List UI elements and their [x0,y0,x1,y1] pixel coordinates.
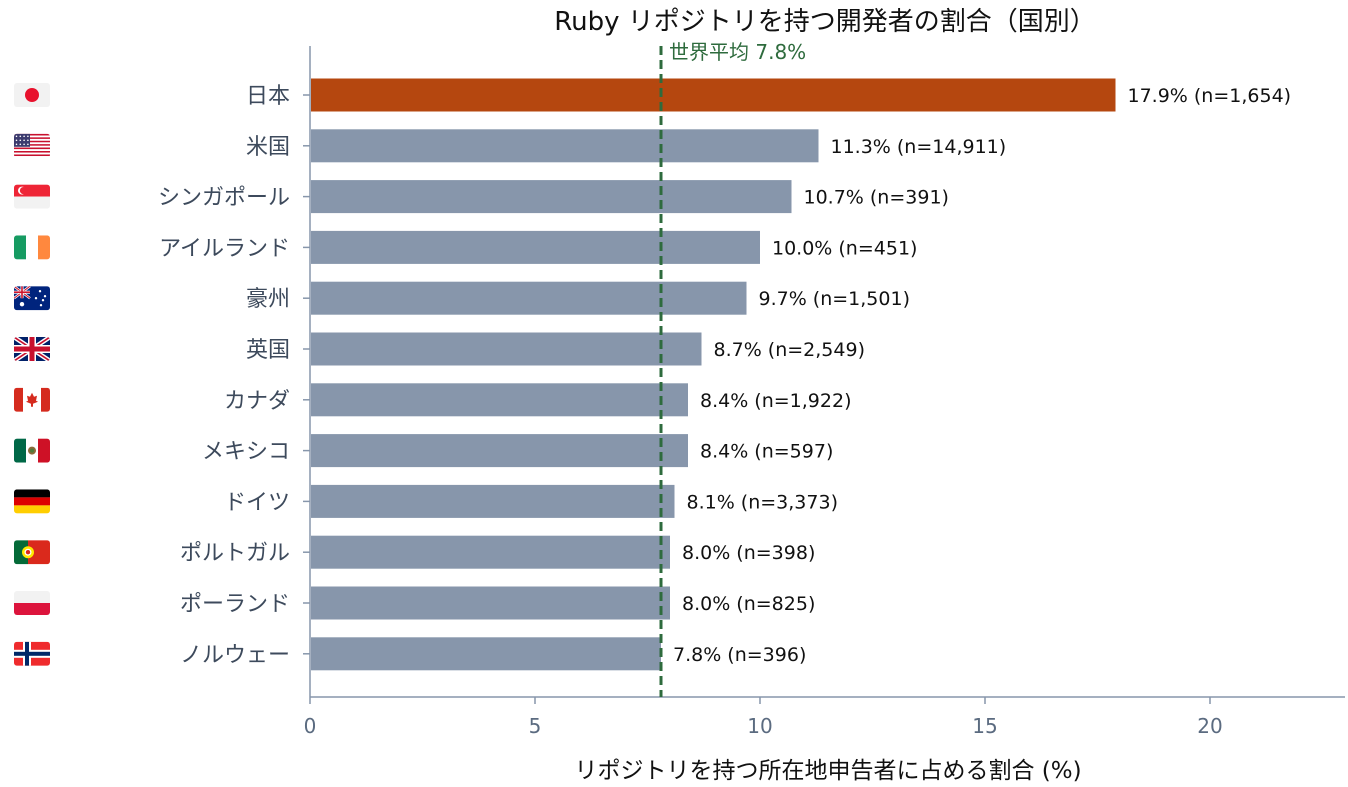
poland-flag-icon [14,591,50,615]
bars-layer: 17.9% (n=1,654) 日本 11.3% (n=14,911) 米国 10.7%… [158,78,1292,671]
value-label: 8.4% (n=597) [700,441,833,463]
category-label: 豪州 [246,287,290,312]
x-tick-label: 10 [747,714,772,738]
category-label: ノルウェー [180,643,290,668]
category-label: ドイツ [224,490,290,515]
bar [311,332,702,366]
value-label: 8.0% (n=825) [682,593,815,615]
value-label: 8.0% (n=398) [682,542,815,564]
bar [311,637,661,671]
category-label: ポーランド [180,592,290,617]
world-average-label: 世界平均 7.8% [669,40,806,64]
bar [311,434,688,468]
usa-flag-icon [14,133,50,158]
japan-flag-icon [14,83,50,107]
category-label: カナダ [224,389,290,414]
category-label: 英国 [246,338,290,363]
category-label: 米国 [246,135,290,160]
value-label: 9.7% (n=1,501) [759,288,911,310]
chart-title: Ruby リポジトリを持つ開発者の割合（国別） [554,7,1096,37]
x-tick-label: 20 [1197,714,1222,738]
norway-flag-icon [14,641,50,666]
germany-flag-icon [14,489,50,514]
bar [311,180,792,214]
ireland-flag-icon [14,235,50,260]
mexico-flag-icon [14,438,50,463]
bar [311,383,688,417]
canada-flag-icon [14,387,50,412]
bar [311,281,747,315]
bar [311,484,675,518]
x-tick-label: 15 [972,714,997,738]
value-label: 8.4% (n=1,922) [700,390,852,412]
portugal-flag-icon [14,540,50,565]
category-label: アイルランド [159,236,290,261]
x-ticks: 0 5 10 15 20 [304,697,1223,738]
x-axis-title: リポジトリを持つ所在地申告者に占める割合 (%) [574,758,1081,784]
reference-line-group: 世界平均 7.8% [659,40,806,697]
category-label: シンガポール [158,186,290,211]
value-label: 11.3% (n=14,911) [831,136,1007,158]
x-tick-label: 5 [529,714,542,738]
bar [311,535,670,569]
bar [311,129,819,163]
value-label: 10.7% (n=391) [804,187,949,209]
australia-flag-icon [14,286,50,311]
category-label: メキシコ [202,440,290,465]
value-label: 8.7% (n=2,549) [714,339,866,361]
bar [311,78,1116,112]
uk-flag-icon [14,337,50,361]
flags-layer [14,83,50,666]
value-label: 10.0% (n=451) [772,237,917,259]
bar [311,586,670,620]
value-label: 7.8% (n=396) [673,644,806,666]
bar [311,230,760,264]
singapore-flag-icon [14,184,50,209]
value-label: 17.9% (n=1,654) [1128,85,1292,107]
value-label: 8.1% (n=3,373) [687,491,839,513]
category-label: ポルトガル [180,541,290,566]
x-tick-label: 0 [304,714,317,738]
category-label: 日本 [246,84,290,109]
